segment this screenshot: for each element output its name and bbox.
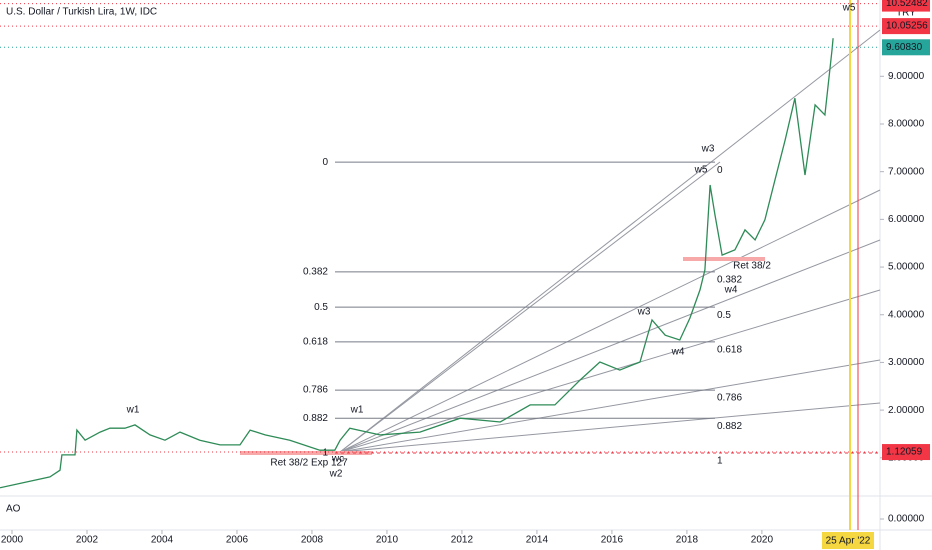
- wave-label: w4: [671, 347, 685, 358]
- x-tick-label: 2010: [376, 535, 399, 546]
- fib-label: 0.382: [303, 266, 328, 277]
- fib-label: 0.5: [717, 310, 731, 321]
- fib-label: 1: [717, 456, 723, 467]
- x-tick-label: 2012: [451, 535, 474, 546]
- fib-label: 0.618: [303, 337, 328, 348]
- fib-label: 0.786: [303, 385, 328, 396]
- wave-label: w3: [701, 144, 715, 155]
- fib-label: 0.882: [717, 421, 742, 432]
- y-tick-label: 3.00000: [888, 357, 925, 368]
- y-tick-label: 6.00000: [888, 214, 925, 225]
- wave-label: w5: [694, 165, 708, 176]
- fib-label: 0.882: [303, 413, 328, 424]
- fan-line: [339, 289, 881, 453]
- price-label-box: [882, 444, 930, 461]
- date-label-box: [822, 532, 874, 549]
- x-tick-label: 2000: [1, 535, 24, 546]
- price-label-box: [882, 18, 930, 35]
- price-label-box: [882, 0, 930, 12]
- zone-box: [683, 257, 765, 261]
- price-label: 10.05256: [886, 21, 928, 32]
- x-tick-label: 2002: [76, 535, 99, 546]
- fib-label: 1: [322, 448, 328, 459]
- x-tick-label: 2020: [751, 535, 774, 546]
- x-tick-label: 2018: [676, 535, 699, 546]
- fib-label: 0.382: [717, 274, 742, 285]
- fan-line: [339, 402, 881, 453]
- fan-line: [339, 359, 881, 453]
- indicator-name: AO: [6, 504, 21, 515]
- wave-label: w2: [329, 469, 343, 480]
- wave-label: wc: [331, 454, 344, 465]
- wave-label: Ret 38/2: [733, 261, 771, 272]
- fan-line: [339, 239, 881, 453]
- wave-label: w3: [637, 307, 651, 318]
- wave-label: w1: [126, 405, 140, 416]
- x-tick-label: 2004: [151, 535, 174, 546]
- currency-label: TRY: [896, 8, 916, 19]
- price-label-box: [882, 39, 930, 56]
- y-tick-label: 4.00000: [888, 309, 925, 320]
- date-label: 25 Apr '22: [826, 536, 871, 547]
- zone-box: [240, 451, 372, 455]
- fib-label: 0.618: [717, 345, 742, 356]
- fib-label: 0: [717, 165, 723, 176]
- x-tick-label: 2014: [526, 535, 549, 546]
- wave-label: w1: [350, 405, 364, 416]
- wave-label: w4: [724, 285, 738, 296]
- price-label: 9.60830: [886, 42, 923, 53]
- y-tick-label: 5.00000: [888, 262, 925, 273]
- price-label: 1.12059: [886, 447, 923, 458]
- price-label: 10.52482: [886, 0, 928, 9]
- y-tick-label: 9.00000: [888, 71, 925, 82]
- price-line: [0, 38, 834, 489]
- x-tick-label: 2008: [301, 535, 324, 546]
- fib-label: 0.786: [717, 393, 742, 404]
- chart-title: U.S. Dollar / Turkish Lira, 1W, IDC: [6, 7, 157, 18]
- fan-line: [339, 29, 881, 453]
- y-tick-label: 7.00000: [888, 166, 925, 177]
- y-tick-label: 2.00000: [888, 405, 925, 416]
- y-tick-label: 8.00000: [888, 119, 925, 130]
- x-tick-label: 2016: [601, 535, 624, 546]
- fan-line: [339, 189, 881, 453]
- fib-label: 0.5: [314, 302, 328, 313]
- x-tick-label: 2006: [226, 535, 249, 546]
- fib-label: 0: [322, 157, 328, 168]
- wave-label: w5: [842, 3, 856, 14]
- indicator-tick-label: 0.00000: [888, 514, 925, 525]
- wave-label: Ret 38/2 Exp 127: [270, 458, 348, 469]
